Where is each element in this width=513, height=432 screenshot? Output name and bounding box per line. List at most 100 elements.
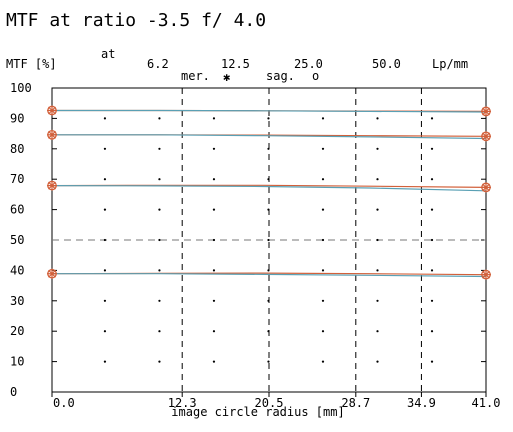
grid-dot: [376, 147, 379, 150]
grid-dot: [376, 269, 379, 272]
grid-dot: [212, 330, 216, 333]
grid-dot: [103, 208, 107, 211]
grid-dot: [158, 269, 161, 272]
y-tick-label: 70: [10, 172, 24, 186]
grid-dot: [212, 360, 216, 363]
meridional-marker: [482, 132, 490, 141]
grid-dot: [267, 299, 270, 302]
grid-dot: [158, 238, 161, 242]
grid-dot: [430, 330, 434, 333]
grid-dot: [103, 178, 107, 181]
meridional-marker: [482, 183, 490, 192]
grid-dot: [267, 178, 270, 181]
y-tick-label: 40: [10, 263, 24, 277]
grid-dot: [212, 117, 216, 120]
grid-dot: [103, 330, 107, 333]
meridional-marker: [48, 269, 56, 278]
grid-dot: [212, 147, 216, 150]
grid-dot: [376, 299, 379, 302]
grid-dot: [158, 360, 161, 363]
grid-dot: [212, 269, 216, 272]
grid-dot: [321, 330, 325, 333]
grid-dot: [103, 360, 107, 363]
grid-dot: [212, 238, 216, 242]
grid-dot: [103, 238, 107, 242]
grid-dot: [158, 117, 161, 120]
grid-dot: [376, 178, 379, 181]
frequency-label-1: 6.2: [147, 57, 169, 71]
grid-dot: [430, 117, 434, 120]
y-tick-label: 60: [10, 203, 24, 217]
grid-dot: [376, 238, 379, 242]
grid-dot: [267, 238, 270, 242]
grid-dot: [103, 269, 107, 272]
grid-dot: [103, 147, 107, 150]
series-line: [52, 134, 487, 140]
grid-dot: [321, 147, 325, 150]
y-tick-label: 20: [10, 324, 24, 338]
plot-area: 0 10 20 30 40 50 60 70 80 90 100 0.0 12.3 20.5 28.7 34.…: [10, 81, 500, 410]
grid-dot: [267, 147, 270, 150]
y-tick-label: 50: [10, 233, 24, 247]
grid-dot: [158, 147, 161, 150]
frequency-label-3: 25.0: [294, 57, 323, 71]
legend-sagittal-label: sag.: [266, 69, 295, 83]
grid-dot: [430, 269, 434, 272]
grid-dot: [321, 360, 325, 363]
x-tick-label: 41.0: [472, 396, 501, 410]
grid-dot: [430, 299, 434, 302]
grid-dot: [158, 178, 161, 181]
x-tick-label: 28.7: [341, 396, 370, 410]
series-line: [52, 109, 487, 113]
grid-dot: [321, 178, 325, 181]
meridional-marker: [48, 181, 56, 190]
grid-dot: [321, 117, 325, 120]
frequency-unit: Lp/mm: [432, 57, 468, 71]
grid-dot: [321, 269, 325, 272]
frequency-label-2: 12.5: [221, 57, 250, 71]
series-line: [51, 185, 487, 192]
meridional-marker: [48, 106, 56, 115]
grid-dot: [321, 208, 325, 211]
y-tick-label: 30: [10, 294, 24, 308]
y-tick-label: 90: [10, 111, 24, 125]
meridional-marker: [482, 270, 490, 279]
grid-dot: [267, 330, 270, 333]
frequency-label-4: 50.0: [372, 57, 401, 71]
chart-title: MTF at ratio -3.5 f/ 4.0: [6, 10, 266, 31]
grid-dot: [103, 299, 107, 302]
meridional-marker: [48, 130, 56, 139]
grid-dot: [430, 360, 434, 363]
grid-dot: [158, 208, 161, 211]
grid-dot: [376, 330, 379, 333]
legend-meridional-symbol: ✱: [223, 70, 230, 84]
series-line: [52, 273, 487, 278]
y-tick-label: 100: [10, 81, 32, 95]
grid-dot: [267, 360, 270, 363]
x-tick-label: 12.3: [168, 396, 197, 410]
grid-dot: [321, 299, 325, 302]
y-tick-label: 0: [10, 385, 17, 399]
grid-dot: [212, 299, 216, 302]
grid-dot: [267, 117, 270, 120]
frequency-at-label: at: [101, 47, 115, 61]
grid-dot: [212, 178, 216, 181]
y-axis-label: MTF [%]: [6, 57, 57, 71]
grid-dot: [430, 238, 434, 242]
grid-dot: [267, 269, 270, 272]
x-axis-label: image circle radius [mm]: [171, 405, 344, 419]
grid-dot: [376, 208, 379, 211]
x-tick-label: 20.5: [255, 396, 284, 410]
legend-meridional-label: mer.: [181, 69, 210, 83]
grid-dot: [430, 178, 434, 181]
meridional-marker: [482, 107, 490, 116]
grid-dot: [430, 147, 434, 150]
grid-dot: [376, 360, 379, 363]
legend-sagittal-symbol: o: [312, 69, 319, 83]
grid-dot: [376, 117, 379, 120]
y-tick-label: 80: [10, 142, 24, 156]
y-tick-label: 10: [10, 355, 24, 369]
grid-dot: [103, 117, 107, 120]
x-tick-label: 34.9: [407, 396, 436, 410]
grid-dot: [430, 208, 434, 211]
